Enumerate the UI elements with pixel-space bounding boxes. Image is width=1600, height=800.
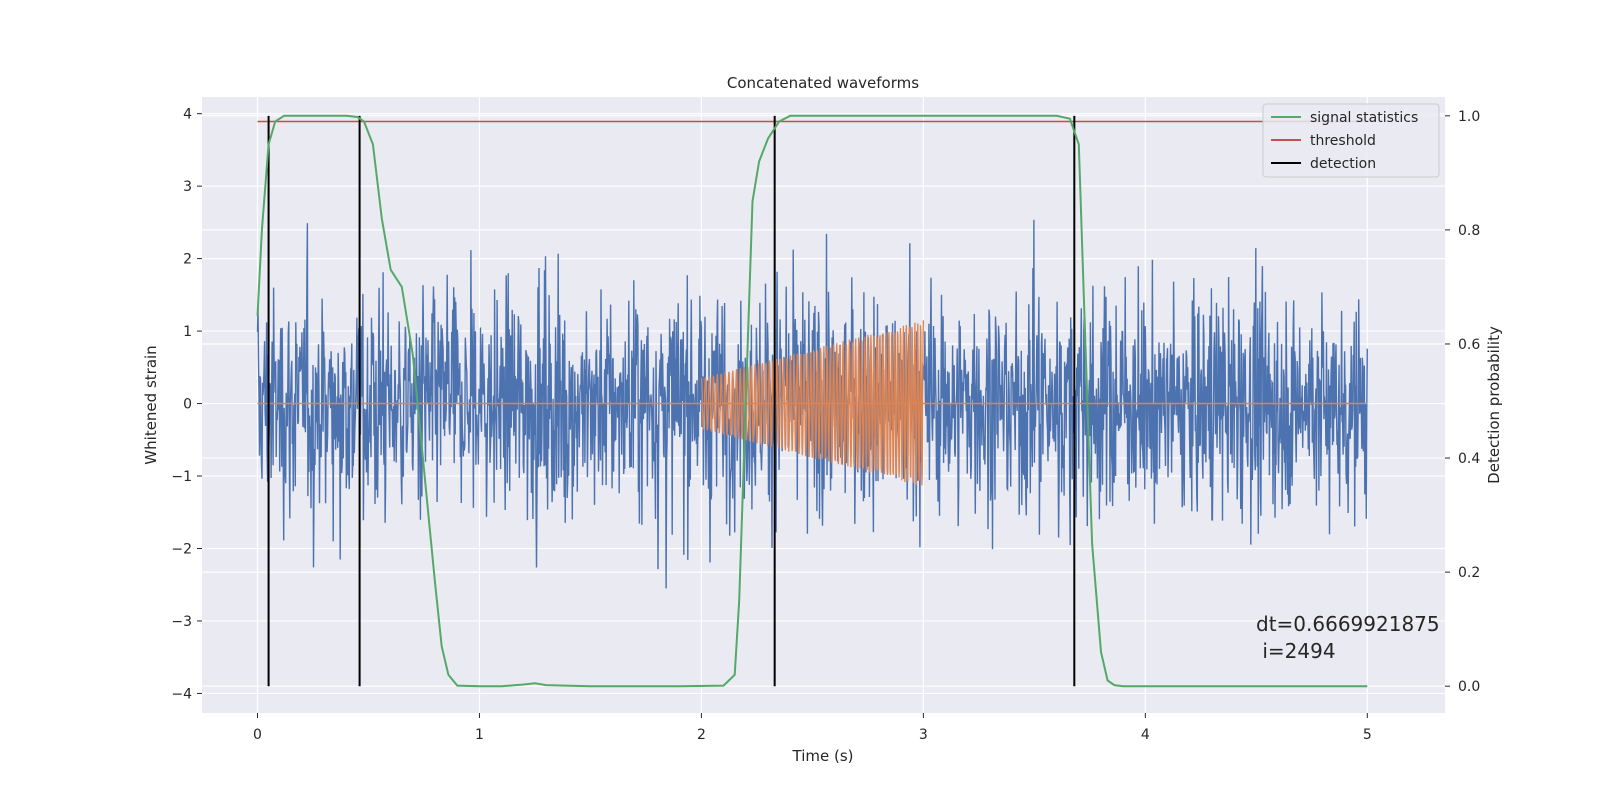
legend-label-detection: detection	[1310, 156, 1376, 172]
legend-label-signal-statistics: signal statistics	[1310, 110, 1418, 126]
x-tick-label: 4	[1141, 727, 1150, 743]
y-tick-label: −4	[171, 686, 192, 702]
y-tick-label: 0	[183, 397, 192, 413]
y-tick-label: −2	[171, 541, 192, 557]
y-tick-label: 3	[183, 179, 192, 195]
y2-tick-label: 0.8	[1458, 223, 1480, 239]
y2-axis-label: Detection probability	[1485, 326, 1503, 484]
y2-tick-label: 0.0	[1458, 679, 1480, 695]
chart-title: Concatenated waveforms	[727, 74, 919, 92]
legend-box	[1262, 103, 1440, 178]
annotation-dt: dt=0.6669921875	[1256, 612, 1440, 636]
x-tick-label: 2	[697, 727, 706, 743]
x-tick-label: 0	[253, 727, 262, 743]
y-tick-label: 2	[183, 252, 192, 268]
legend-label-threshold: threshold	[1310, 133, 1376, 149]
y-axis-label: Whitened strain	[142, 345, 160, 464]
y2-tick-label: 1.0	[1458, 109, 1480, 125]
y-tick-label: −3	[171, 614, 192, 630]
y2-tick-label: 0.6	[1458, 337, 1480, 353]
y-tick-label: 4	[183, 107, 192, 123]
x-tick-label: 1	[475, 727, 484, 743]
x-axis-label: Time (s)	[792, 747, 854, 765]
legend: signal statistics threshold detection	[1262, 103, 1440, 178]
y2-tick-label: 0.2	[1458, 565, 1480, 581]
y-tick-label: 1	[183, 324, 192, 340]
signal-statistics-series	[256, 114, 1368, 688]
y2-tick-label: 0.4	[1458, 451, 1480, 467]
annotation: dt=0.6669921875 i=2494	[1256, 612, 1440, 663]
annotation-i: i=2494	[1256, 639, 1336, 663]
series-layer	[256, 114, 1368, 688]
whitened-strain-series	[256, 219, 1368, 589]
ticks: 0 1 2 3 4 5 −4 −3 −2 −1 0 1 2 3 4 0.0 0.2 0.4 0.6 0.8 1.0	[171, 107, 1480, 743]
injected-waveform-series	[700, 320, 925, 486]
y-tick-label: −1	[171, 469, 192, 485]
x-tick-label: 3	[919, 727, 928, 743]
x-tick-label: 5	[1363, 727, 1372, 743]
